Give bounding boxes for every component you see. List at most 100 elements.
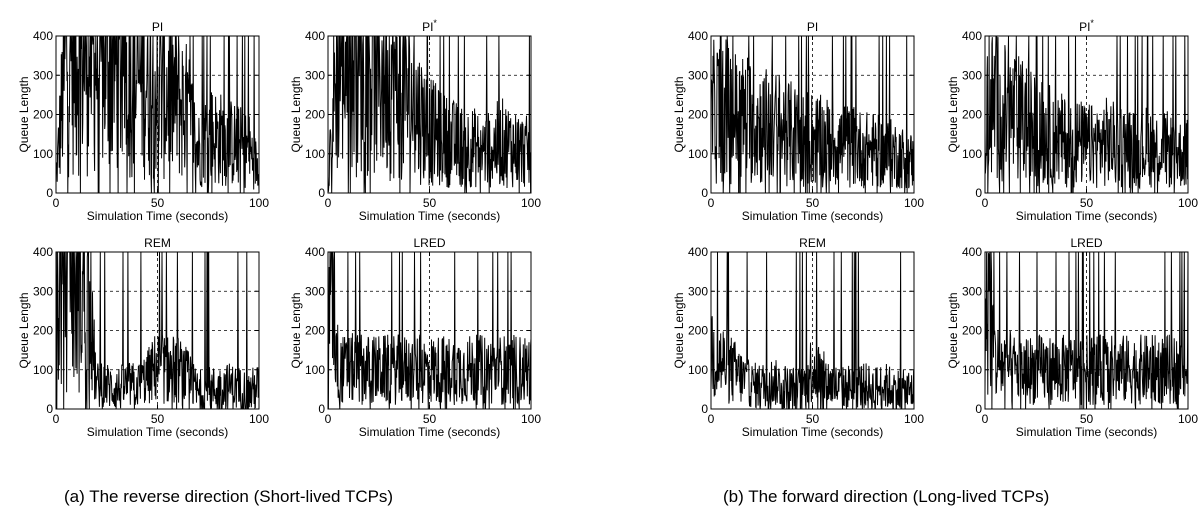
- y-tick-label: 400: [305, 245, 325, 259]
- x-axis-label: Simulation Time (seconds): [359, 209, 500, 223]
- y-tick-label: 0: [318, 402, 325, 416]
- plot-title: PI*: [1079, 18, 1094, 34]
- y-tick-label: 0: [975, 186, 982, 200]
- x-tick-label: 0: [708, 412, 715, 426]
- y-tick-label: 300: [305, 68, 325, 82]
- y-tick-label: 100: [962, 363, 982, 377]
- y-tick-label: 400: [33, 245, 53, 259]
- y-tick-label: 100: [688, 147, 708, 161]
- x-tick-label: 50: [806, 412, 820, 426]
- series-line: [56, 36, 259, 193]
- y-tick-label: 300: [33, 284, 53, 298]
- x-axis-label: Simulation Time (seconds): [742, 209, 883, 223]
- x-axis-label: Simulation Time (seconds): [87, 425, 228, 439]
- plot-b-pi: 0 100 200 300 400 0 50 100 PI Simulation Time (se…: [672, 20, 924, 223]
- y-tick-label: 300: [688, 284, 708, 298]
- y-tick-label: 0: [975, 402, 982, 416]
- plot-title: REM: [799, 236, 826, 250]
- x-axis-label: Simulation Time (seconds): [87, 209, 228, 223]
- x-tick-label: 50: [806, 196, 820, 210]
- y-tick-label: 100: [305, 147, 325, 161]
- plot-title: REM: [144, 236, 171, 250]
- y-tick-label: 300: [962, 284, 982, 298]
- caption-b: (b) The forward direction (Long-lived TC…: [723, 487, 1050, 506]
- caption-a: (a) The reverse direction (Short-lived T…: [64, 487, 394, 506]
- y-tick-label: 400: [962, 245, 982, 259]
- x-tick-label: 50: [423, 412, 437, 426]
- plot-a-pi-star: 0 100 200 300 400 0 50 100 PI* Simulation Time (s…: [289, 18, 541, 223]
- x-tick-label: 100: [1178, 196, 1198, 210]
- x-tick-label: 0: [53, 412, 60, 426]
- y-tick-label: 400: [305, 29, 325, 43]
- y-axis-label: Queue Length: [289, 76, 303, 152]
- x-axis-label: Simulation Time (seconds): [1016, 425, 1157, 439]
- x-tick-label: 50: [151, 412, 165, 426]
- y-tick-label: 200: [33, 108, 53, 122]
- series-line: [711, 252, 914, 409]
- y-tick-label: 400: [688, 245, 708, 259]
- y-tick-label: 100: [33, 363, 53, 377]
- x-tick-label: 100: [521, 412, 541, 426]
- plot-a-rem: 0 100 200 300 400 0 50 100 REM Simulation Time (s…: [17, 236, 269, 439]
- y-tick-label: 400: [33, 29, 53, 43]
- plot-b-pi-star: 0 100 200 300 400 0 50 100 PI* Simulation Time (s…: [946, 18, 1198, 223]
- x-tick-label: 100: [904, 412, 924, 426]
- y-tick-label: 100: [962, 147, 982, 161]
- x-axis-label: Simulation Time (seconds): [1016, 209, 1157, 223]
- series-line: [328, 252, 531, 409]
- series-line: [56, 252, 259, 409]
- series-line: [985, 36, 1188, 193]
- x-tick-label: 50: [423, 196, 437, 210]
- y-tick-label: 200: [305, 108, 325, 122]
- y-tick-label: 400: [688, 29, 708, 43]
- x-tick-label: 0: [53, 196, 60, 210]
- x-tick-label: 50: [1080, 412, 1094, 426]
- y-tick-label: 0: [318, 186, 325, 200]
- y-axis-label: Queue Length: [672, 292, 686, 368]
- plot-title-superscript: *: [433, 18, 437, 28]
- plot-title-superscript: *: [1090, 18, 1094, 28]
- x-tick-label: 0: [325, 412, 332, 426]
- y-tick-label: 0: [46, 186, 53, 200]
- y-axis-label: Queue Length: [946, 292, 960, 368]
- x-tick-label: 100: [249, 196, 269, 210]
- plot-b-rem: 0 100 200 300 400 0 50 100 REM Simulation Time (s…: [672, 236, 924, 439]
- plot-title: PI*: [422, 18, 437, 34]
- plot-a-lred: 0 100 200 300 400 0 50 100 LRED Simulation Time (…: [289, 236, 541, 439]
- x-tick-label: 0: [325, 196, 332, 210]
- plot-b-lred: 0 100 200 300 400 0 50 100 LRED Simulation Time (…: [946, 236, 1198, 439]
- series-line: [985, 252, 1188, 409]
- x-axis-label: Simulation Time (seconds): [742, 425, 883, 439]
- y-tick-label: 0: [46, 402, 53, 416]
- y-axis-label: Queue Length: [17, 76, 31, 152]
- plot-title: LRED: [413, 236, 445, 250]
- x-tick-label: 100: [249, 412, 269, 426]
- x-tick-label: 50: [1080, 196, 1094, 210]
- y-tick-label: 100: [33, 147, 53, 161]
- y-tick-label: 400: [962, 29, 982, 43]
- series-line: [328, 36, 531, 193]
- y-tick-label: 200: [688, 108, 708, 122]
- x-tick-label: 50: [151, 196, 165, 210]
- y-tick-label: 300: [33, 68, 53, 82]
- series-line: [711, 36, 914, 193]
- x-tick-label: 0: [982, 412, 989, 426]
- y-tick-label: 300: [688, 68, 708, 82]
- y-tick-label: 0: [701, 186, 708, 200]
- plot-title: PI: [807, 20, 818, 34]
- x-tick-label: 100: [1178, 412, 1198, 426]
- y-tick-label: 0: [701, 402, 708, 416]
- x-tick-label: 100: [904, 196, 924, 210]
- y-tick-label: 100: [688, 363, 708, 377]
- plot-title: PI: [152, 20, 163, 34]
- plot-a-pi: 0 100 200 300 400 0 50 100 PI Simulation Time (se…: [17, 20, 269, 223]
- y-tick-label: 200: [962, 108, 982, 122]
- x-axis-label: Simulation Time (seconds): [359, 425, 500, 439]
- x-tick-label: 100: [521, 196, 541, 210]
- y-axis-label: Queue Length: [17, 292, 31, 368]
- y-tick-label: 200: [962, 324, 982, 338]
- y-tick-label: 300: [962, 68, 982, 82]
- y-axis-label: Queue Length: [946, 76, 960, 152]
- y-axis-label: Queue Length: [289, 292, 303, 368]
